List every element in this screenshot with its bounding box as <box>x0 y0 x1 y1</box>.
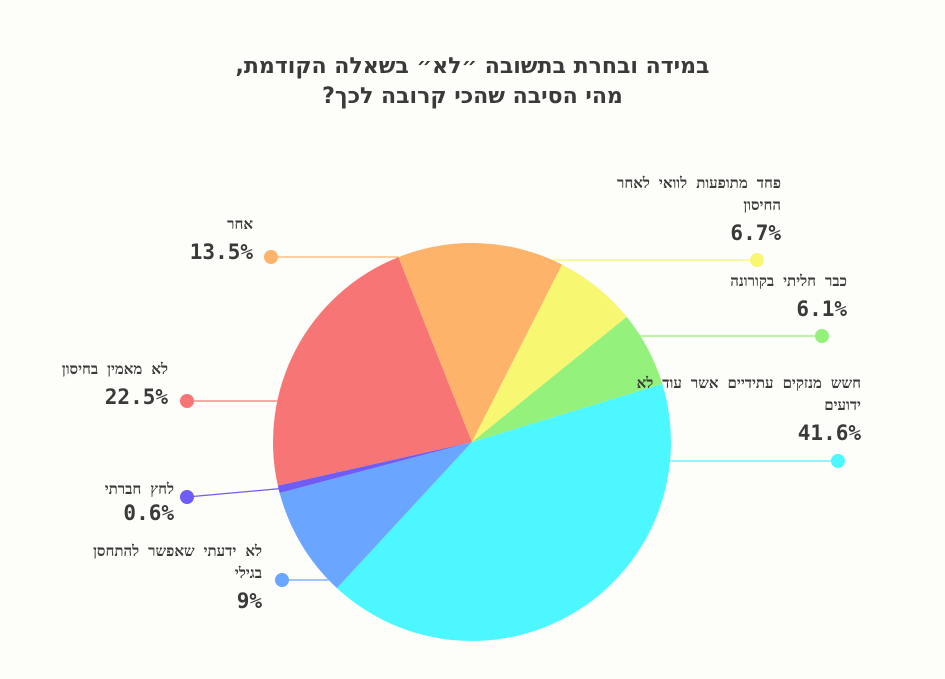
slice-label-other-pct: 13.5% <box>189 240 253 264</box>
slice-side-effects <box>472 264 627 442</box>
slice-dont-believe-dot <box>180 394 194 408</box>
slice-future-harm <box>336 383 671 641</box>
chart-title: במידה ובחרת בתשובה ״לא״ בשאלה הקודמת, מה… <box>0 52 945 112</box>
slice-label-side-effects-pct: 6.7% <box>730 221 781 245</box>
slice-social-pressure-dot <box>180 490 194 504</box>
slice-label-had-corona-pct: 6.1% <box>796 297 847 321</box>
slice-didnt-know-age <box>279 442 472 589</box>
chart-title-line-1: במידה ובחרת בתשובה ״לא״ בשאלה הקודמת, <box>235 54 710 79</box>
slice-label-social-pressure: לחץ חברתי 0.6% <box>4 478 174 526</box>
slice-label-had-corona: כבר חליתי בקורונה 6.1% <box>627 270 847 322</box>
slice-other <box>398 243 563 442</box>
slice-side-effects-dot <box>750 253 764 267</box>
slice-label-social-pressure-name: לחץ חברתי <box>104 480 174 498</box>
slice-dont-believe <box>272 257 472 486</box>
slice-had-corona-dot <box>815 329 829 343</box>
slice-label-future-harm-name: חשש מנזקים עתידיים אשר עוד לא ידועים <box>636 374 861 414</box>
slice-label-other: אחר 13.5% <box>103 213 253 265</box>
slice-label-dont-believe: לא מאמין בחיסון 22.5% <box>3 358 168 410</box>
slice-future-harm-dot <box>831 454 845 468</box>
slice-label-social-pressure-pct: 0.6% <box>123 501 174 525</box>
slice-had-corona <box>472 316 663 442</box>
slice-label-dont-believe-name: לא מאמין בחיסון <box>61 360 168 378</box>
slice-label-had-corona-name: כבר חליתי בקורונה <box>730 272 847 290</box>
slice-social-pressure <box>277 442 472 493</box>
slice-label-future-harm: חשש מנזקים עתידיים אשר עוד לא ידועים 41.… <box>601 372 861 446</box>
slice-label-future-harm-pct: 41.6% <box>797 421 861 445</box>
slice-social-pressure-connector <box>186 487 283 498</box>
slice-other-dot <box>264 250 278 264</box>
slice-label-other-name: אחר <box>227 215 253 233</box>
slice-label-didnt-know-age: לא ידעתי שאפשר להתחסן בגילי 9% <box>62 540 262 614</box>
chart-title-line-2: מהי הסיבה שהכי קרובה לכך? <box>322 84 623 109</box>
slice-label-didnt-know-age-pct: 9% <box>236 589 262 613</box>
slice-label-dont-believe-pct: 22.5% <box>104 385 168 409</box>
slice-label-didnt-know-age-name: לא ידעתי שאפשר להתחסן בגילי <box>93 542 262 582</box>
slice-label-side-effects-name: פחד מתופעות לוואי לאחר החיסון <box>616 174 781 214</box>
slice-didnt-know-age-dot <box>275 573 289 587</box>
slice-label-side-effects: פחד מתופעות לוואי לאחר החיסון 6.7% <box>581 172 781 246</box>
